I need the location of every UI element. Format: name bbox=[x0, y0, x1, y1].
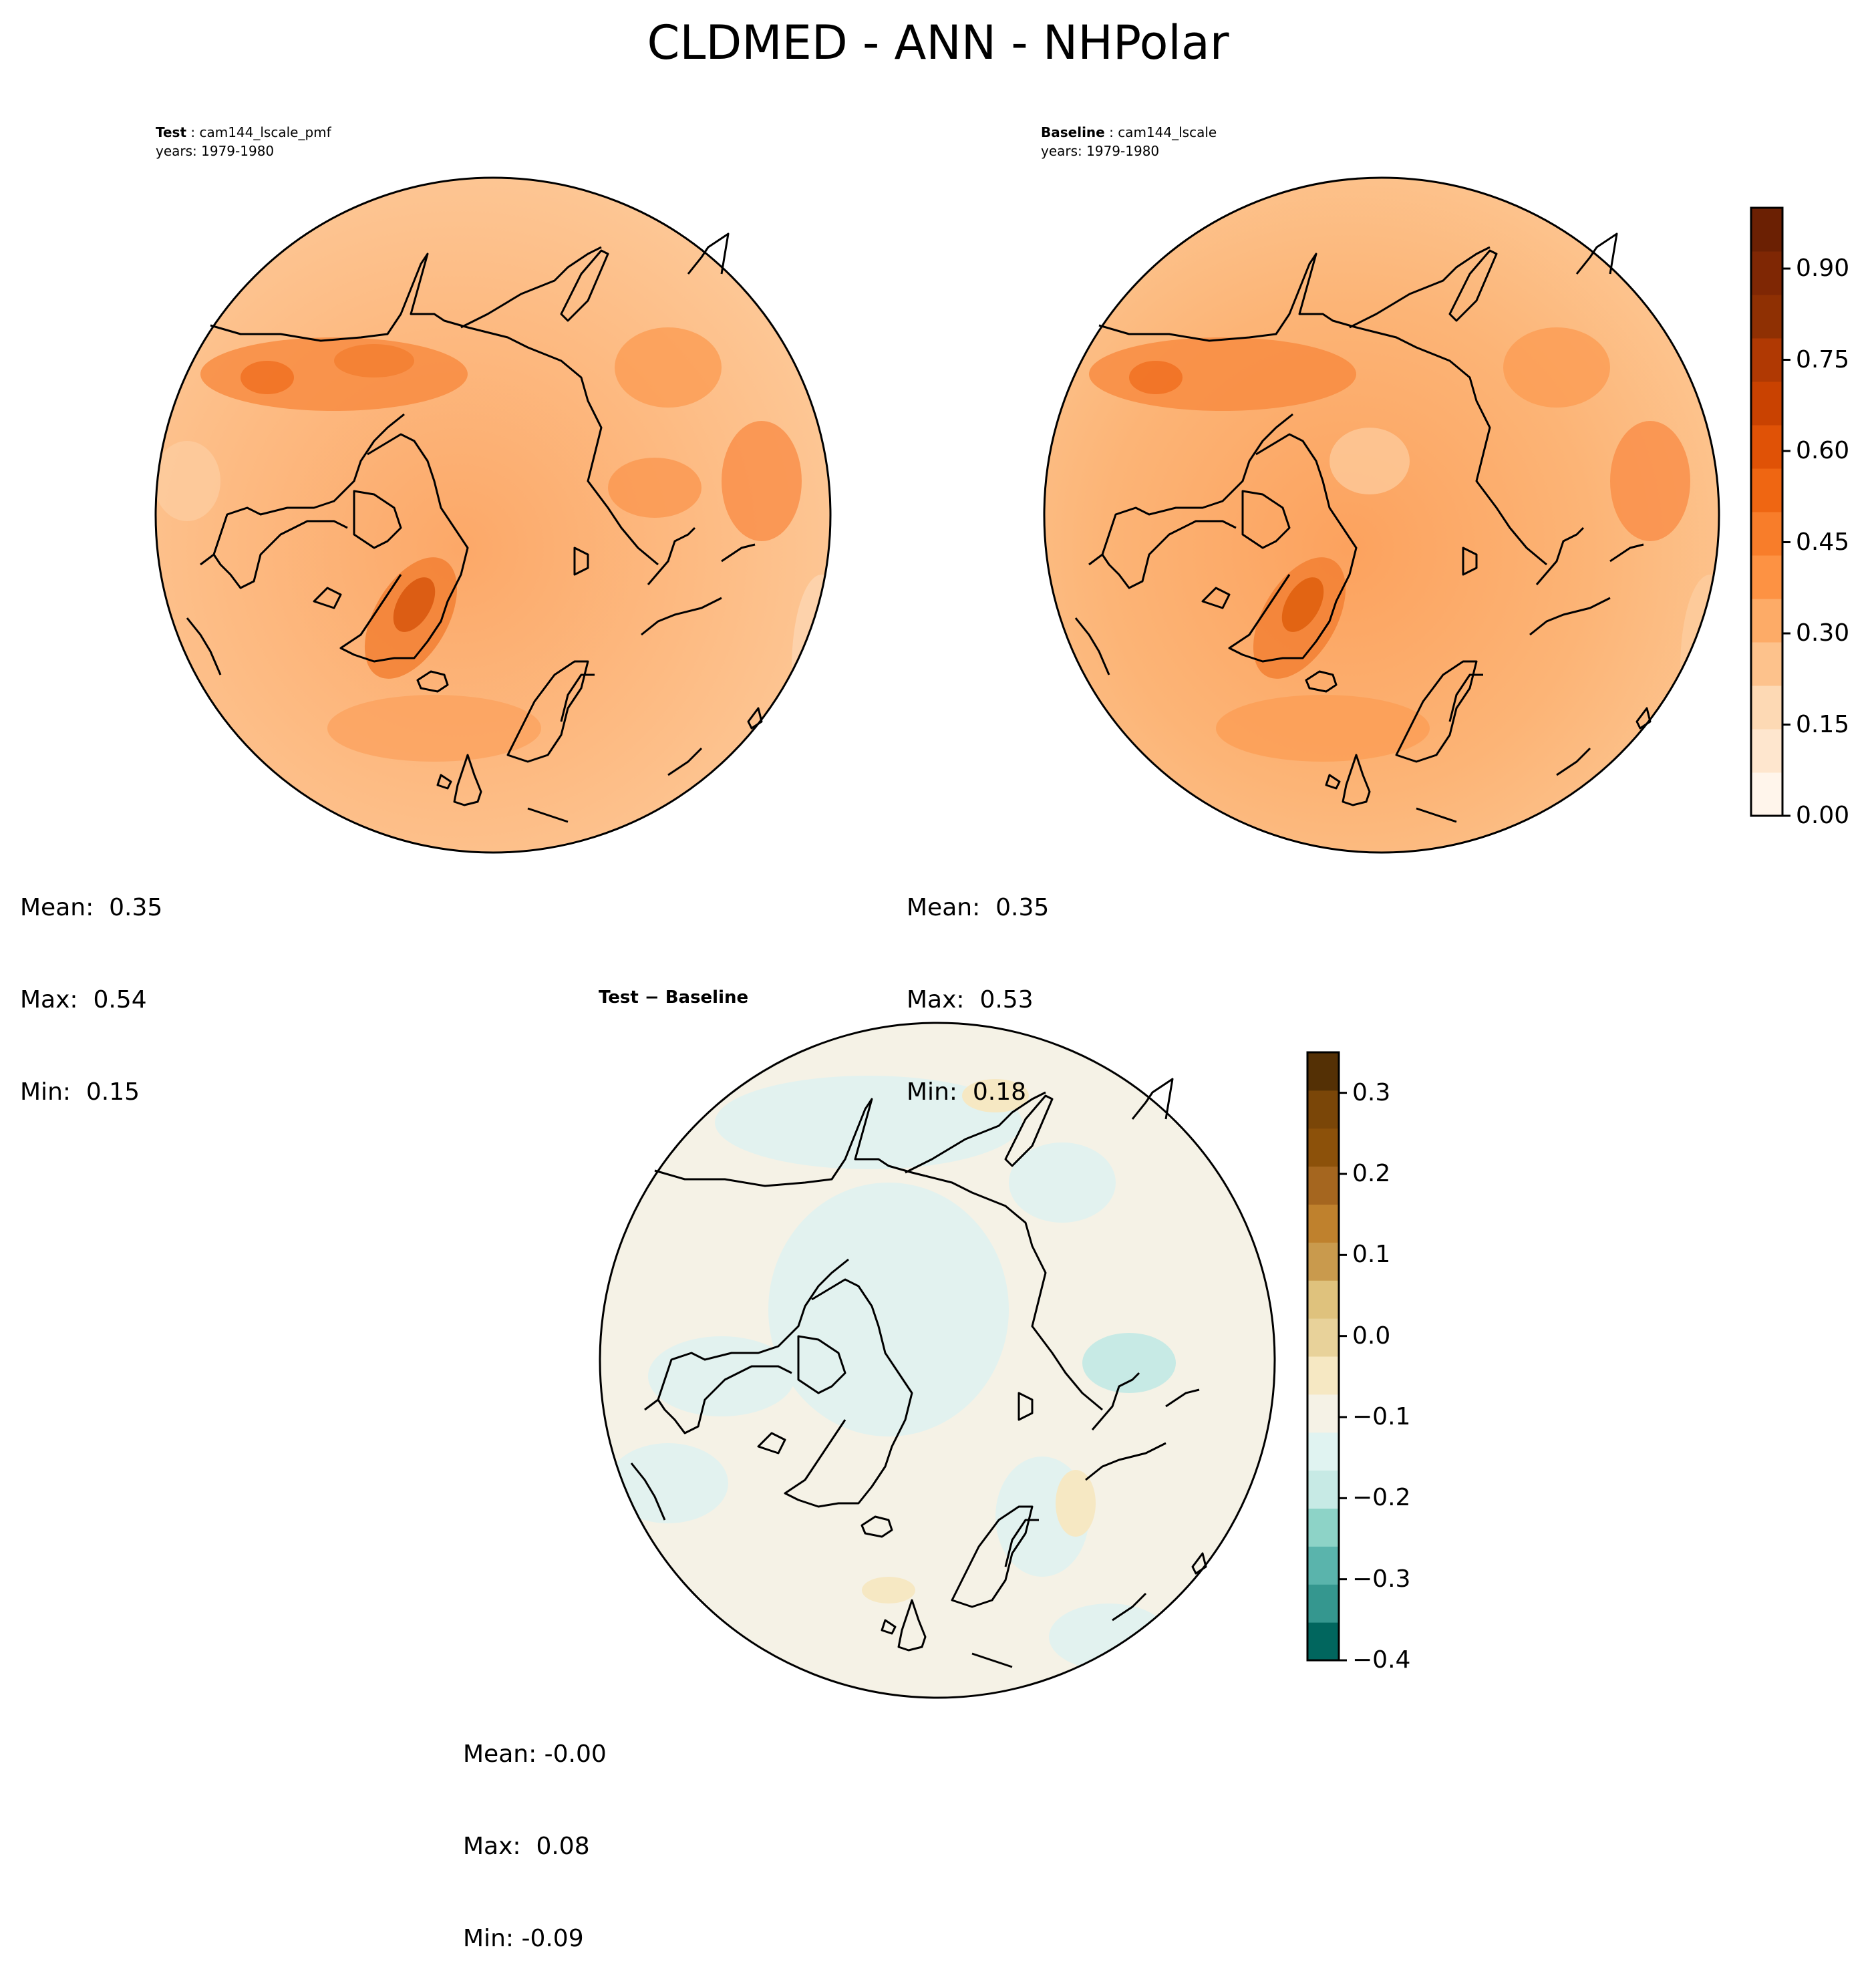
baseline-map bbox=[1043, 176, 1720, 854]
main-colorbar-tick-label: 0.15 bbox=[1796, 710, 1850, 738]
main-colorbar-swatch bbox=[1751, 251, 1782, 295]
diff-colorbar-swatch bbox=[1307, 1584, 1339, 1623]
diff-colorbar-tick-label: 0.0 bbox=[1352, 1322, 1391, 1350]
diff-colorbar-swatch bbox=[1307, 1356, 1339, 1395]
diff-mean: Mean: -0.00 bbox=[463, 1740, 607, 1768]
diff-colorbar-swatch bbox=[1307, 1128, 1339, 1167]
baseline-label-bold: Baseline bbox=[1041, 124, 1105, 140]
main-colorbar-swatch bbox=[1751, 381, 1782, 426]
main-colorbar-tick-label: 0.00 bbox=[1796, 802, 1850, 829]
baseline-case-name: cam144_lscale bbox=[1118, 124, 1217, 140]
test-min: Min: 0.15 bbox=[20, 1078, 140, 1106]
main-colorbar-swatch bbox=[1751, 555, 1782, 599]
diff-colorbar-tick-label: −0.3 bbox=[1352, 1565, 1411, 1593]
baseline-stats: Mean: 0.35 Max: 0.53 Min: 0.18 bbox=[907, 831, 1049, 1138]
test-label-bold: Test bbox=[156, 124, 187, 140]
baseline-panel-label: Baseline : cam144_lscale years: 1979-198… bbox=[1041, 124, 1217, 159]
figure-canvas bbox=[154, 176, 1790, 1699]
diff-colorbar-swatch bbox=[1307, 1470, 1339, 1509]
diff-colorbar-swatch bbox=[1307, 1242, 1339, 1281]
diff-colorbar-swatch bbox=[1307, 1508, 1339, 1547]
diff-colorbar-swatch bbox=[1307, 1394, 1339, 1433]
diff-colorbar-swatch bbox=[1307, 1432, 1339, 1471]
main-colorbar-tick-label: 0.30 bbox=[1796, 619, 1850, 647]
main-colorbar-swatch bbox=[1751, 208, 1782, 252]
baseline-years: years: 1979-1980 bbox=[1041, 143, 1160, 159]
diff-colorbar-tick-label: 0.1 bbox=[1352, 1241, 1391, 1269]
test-map bbox=[154, 176, 832, 854]
main-colorbar-swatch bbox=[1751, 772, 1782, 816]
main-colorbar-tick-label: 0.90 bbox=[1796, 255, 1850, 282]
test-panel-label: Test : cam144_lscale_pmf years: 1979-198… bbox=[156, 124, 331, 159]
diff-colorbar-swatch bbox=[1307, 1052, 1339, 1091]
diff-colorbar bbox=[1306, 1051, 1347, 1662]
main-colorbar-swatch bbox=[1751, 599, 1782, 643]
page-title: CLDMED - ANN - NHPolar bbox=[647, 15, 1229, 70]
main-colorbar-tick-label: 0.45 bbox=[1796, 528, 1850, 556]
test-case-name: cam144_lscale_pmf bbox=[199, 124, 331, 140]
diff-colorbar-tick-label: 0.3 bbox=[1352, 1078, 1391, 1106]
diff-colorbar-swatch bbox=[1307, 1204, 1339, 1243]
main-colorbar-swatch bbox=[1751, 642, 1782, 686]
diff-map bbox=[599, 1022, 1276, 1699]
diff-colorbar-tick-label: −0.2 bbox=[1352, 1484, 1411, 1512]
diff-colorbar-tick-label: −0.1 bbox=[1352, 1403, 1411, 1430]
diff-colorbar-swatch bbox=[1307, 1280, 1339, 1319]
diff-colorbar-swatch bbox=[1307, 1090, 1339, 1129]
main-colorbar-tick-label: 0.75 bbox=[1796, 345, 1850, 373]
diff-colorbar-border bbox=[1306, 1051, 1340, 1662]
diff-stats: Mean: -0.00 Max: 0.08 Min: -0.09 bbox=[463, 1678, 607, 1985]
diff-colorbar-tick-label: −0.4 bbox=[1352, 1646, 1411, 1674]
diff-min: Min: -0.09 bbox=[463, 1925, 584, 1952]
diff-colorbar-swatch bbox=[1307, 1622, 1339, 1661]
baseline-mean: Mean: 0.35 bbox=[907, 894, 1050, 921]
main-colorbar-swatch bbox=[1751, 425, 1782, 469]
main-colorbar-border bbox=[1750, 206, 1784, 817]
main-colorbar-swatch bbox=[1751, 685, 1782, 730]
test-mean: Mean: 0.35 bbox=[20, 894, 163, 921]
diff-colorbar-swatch bbox=[1307, 1546, 1339, 1585]
main-colorbar-swatch bbox=[1751, 729, 1782, 773]
main-colorbar-swatch bbox=[1751, 468, 1782, 512]
main-colorbar-swatch bbox=[1751, 512, 1782, 556]
diff-colorbar-tick-label: 0.2 bbox=[1352, 1160, 1391, 1187]
baseline-min: Min: 0.18 bbox=[907, 1078, 1027, 1106]
diff-max: Max: 0.08 bbox=[463, 1833, 590, 1860]
test-years: years: 1979-1980 bbox=[156, 143, 275, 159]
main-colorbar bbox=[1750, 206, 1790, 817]
baseline-max: Max: 0.53 bbox=[907, 986, 1034, 1014]
main-colorbar-swatch bbox=[1751, 338, 1782, 382]
diff-colorbar-swatch bbox=[1307, 1166, 1339, 1205]
diff-panel-label: Test − Baseline bbox=[599, 987, 749, 1008]
diff-colorbar-swatch bbox=[1307, 1318, 1339, 1357]
test-stats: Mean: 0.35 Max: 0.54 Min: 0.15 bbox=[20, 831, 162, 1138]
main-colorbar-swatch bbox=[1751, 295, 1782, 339]
test-max: Max: 0.54 bbox=[20, 986, 147, 1014]
main-colorbar-tick-label: 0.60 bbox=[1796, 437, 1850, 464]
